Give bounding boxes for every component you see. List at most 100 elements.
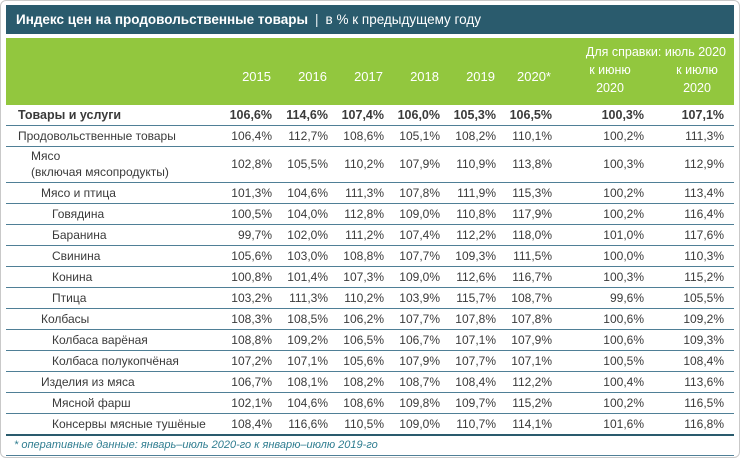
- row-value-2015: 105,6%: [224, 245, 280, 267]
- row-label: Товары и услуги: [6, 105, 224, 127]
- row-value-2016: 111,3%: [280, 287, 336, 309]
- row-value-to-june: 100,3%: [560, 266, 660, 288]
- row-value-2017: 112,8%: [336, 203, 392, 225]
- row-value-2019: 109,7%: [448, 392, 504, 414]
- row-value-2015: 107,2%: [224, 350, 280, 372]
- reference-group-header: Для справки: июль 2020: [585, 45, 727, 59]
- table-row: Говядина 100,5% 104,0% 112,8% 109,0% 110…: [6, 203, 735, 225]
- row-value-2018: 107,9%: [392, 146, 448, 183]
- row-label-text: Свинина: [52, 248, 101, 263]
- column-header-2020: 2020*: [517, 69, 551, 85]
- row-value-2020: 108,7%: [504, 287, 560, 309]
- row-value-2020: 110,1%: [504, 125, 560, 148]
- row-value-to-june: 100,4%: [560, 371, 660, 393]
- row-value-2015: 103,2%: [224, 287, 280, 309]
- table-row: Колбасы 108,3% 108,5% 106,2% 107,7% 107,…: [6, 308, 735, 330]
- ref-col-line1: к июлю: [676, 63, 718, 77]
- row-value-2017: 110,2%: [336, 146, 392, 183]
- row-value-to-july: 113,6%: [660, 371, 735, 393]
- row-value-2017: 108,6%: [336, 125, 392, 148]
- row-value-2017: 108,6%: [336, 392, 392, 414]
- row-label: Консервы мясные тушёные: [6, 413, 224, 436]
- row-value-2018: 107,7%: [392, 308, 448, 330]
- row-label-text: Колбаса полукопчёная: [52, 353, 179, 368]
- row-label: Говядина: [6, 203, 224, 225]
- table-row: Товары и услуги 106,6% 114,6% 107,4% 106…: [6, 105, 735, 127]
- row-value-2018: 109,0%: [392, 203, 448, 225]
- row-label-text: Говядина: [52, 206, 105, 221]
- row-value-2018: 108,7%: [392, 371, 448, 393]
- row-value-2016: 102,0%: [280, 224, 336, 246]
- ref-col-line2: 2020: [596, 81, 624, 96]
- row-label-text: Товары и услуги: [18, 107, 122, 122]
- row-value-to-july: 117,6%: [660, 224, 735, 246]
- row-value-2019: 108,2%: [448, 125, 504, 148]
- row-label-text: Продовольственные товары: [18, 129, 176, 144]
- title-separator: |: [315, 12, 319, 27]
- row-label-text: Консервы мясные тушёные: [52, 416, 206, 431]
- row-value-to-july: 108,4%: [660, 350, 735, 372]
- row-value-2018: 107,4%: [392, 224, 448, 246]
- row-label: Свинина: [6, 245, 224, 267]
- table-row: Свинина 105,6% 103,0% 108,8% 107,7% 109,…: [6, 245, 735, 267]
- row-value-2015: 102,1%: [224, 392, 280, 414]
- row-value-2015: 108,8%: [224, 329, 280, 351]
- table-row: Колбаса варёная 108,8% 109,2% 106,5% 106…: [6, 329, 735, 351]
- row-value-2019: 110,7%: [448, 413, 504, 436]
- row-value-2016: 108,1%: [280, 371, 336, 393]
- table-row: Мясо и птица 101,3% 104,6% 111,3% 107,8%…: [6, 182, 735, 204]
- table-row: Изделия из мяса 106,7% 108,1% 108,2% 108…: [6, 371, 735, 393]
- row-value-2016: 104,6%: [280, 392, 336, 414]
- row-value-2017: 111,3%: [336, 182, 392, 204]
- row-value-2017: 107,4%: [336, 105, 392, 127]
- table-row: Мясо (включая мясопродукты) 102,8% 105,5%…: [6, 146, 735, 183]
- row-value-2015: 106,7%: [224, 371, 280, 393]
- row-value-to-june: 100,6%: [560, 329, 660, 351]
- row-label-text: Колбаса варёная: [52, 332, 148, 347]
- row-value-2018: 106,0%: [392, 105, 448, 127]
- row-value-2015: 108,3%: [224, 308, 280, 330]
- row-label-text: Колбасы: [41, 311, 90, 326]
- row-value-2018: 109,0%: [392, 266, 448, 288]
- column-header-2015: 2015: [242, 69, 271, 85]
- column-header-2018: 2018: [410, 69, 439, 85]
- row-value-to-june: 100,2%: [560, 203, 660, 225]
- row-value-2020: 107,8%: [504, 308, 560, 330]
- column-header-2016: 2016: [298, 69, 327, 85]
- table-row: Конина 100,8% 101,4% 107,3% 109,0% 112,6…: [6, 266, 735, 288]
- row-value-to-july: 115,2%: [660, 266, 735, 288]
- row-value-2019: 112,2%: [448, 224, 504, 246]
- row-label-subtext: (включая мясопродукты): [31, 165, 169, 180]
- row-value-2017: 107,3%: [336, 266, 392, 288]
- page-title: Индекс цен на продовольственные товары: [16, 12, 309, 27]
- row-value-2020: 107,9%: [504, 329, 560, 351]
- ref-col-line1: к июню: [589, 63, 631, 77]
- row-value-2017: 108,8%: [336, 245, 392, 267]
- row-value-to-june: 99,6%: [560, 287, 660, 309]
- row-value-2016: 105,5%: [280, 146, 336, 183]
- table-row: Мясной фарш 102,1% 104,6% 108,6% 109,8% …: [6, 392, 735, 414]
- row-value-2019: 105,3%: [448, 105, 504, 127]
- row-label-text: Мясо: [31, 149, 61, 164]
- row-value-2016: 107,1%: [280, 350, 336, 372]
- footnote: * оперативные данные: январь–июль 2020-г…: [6, 436, 734, 456]
- row-value-to-june: 100,3%: [560, 105, 660, 127]
- table-row: Баранина 99,7% 102,0% 111,2% 107,4% 112,…: [6, 224, 735, 246]
- row-value-to-june: 100,5%: [560, 350, 660, 372]
- row-value-to-june: 101,0%: [560, 224, 660, 246]
- row-value-to-july: 107,1%: [660, 105, 735, 127]
- table-row: Продовольственные товары 106,4% 112,7% 1…: [6, 125, 735, 148]
- row-value-2019: 107,7%: [448, 350, 504, 372]
- row-value-2020: 115,2%: [504, 392, 560, 414]
- table-body: Товары и услуги 106,6% 114,6% 107,4% 106…: [6, 105, 735, 436]
- row-value-2020: 113,8%: [504, 146, 560, 183]
- row-label-text: Изделия из мяса: [41, 374, 135, 389]
- row-value-2018: 109,8%: [392, 392, 448, 414]
- row-label: Колбаса полукопчёная: [6, 350, 224, 372]
- row-value-2016: 101,4%: [280, 266, 336, 288]
- row-value-2016: 116,6%: [280, 413, 336, 436]
- row-value-2017: 105,6%: [336, 350, 392, 372]
- row-value-2020: 107,1%: [504, 350, 560, 372]
- row-value-2016: 104,6%: [280, 182, 336, 204]
